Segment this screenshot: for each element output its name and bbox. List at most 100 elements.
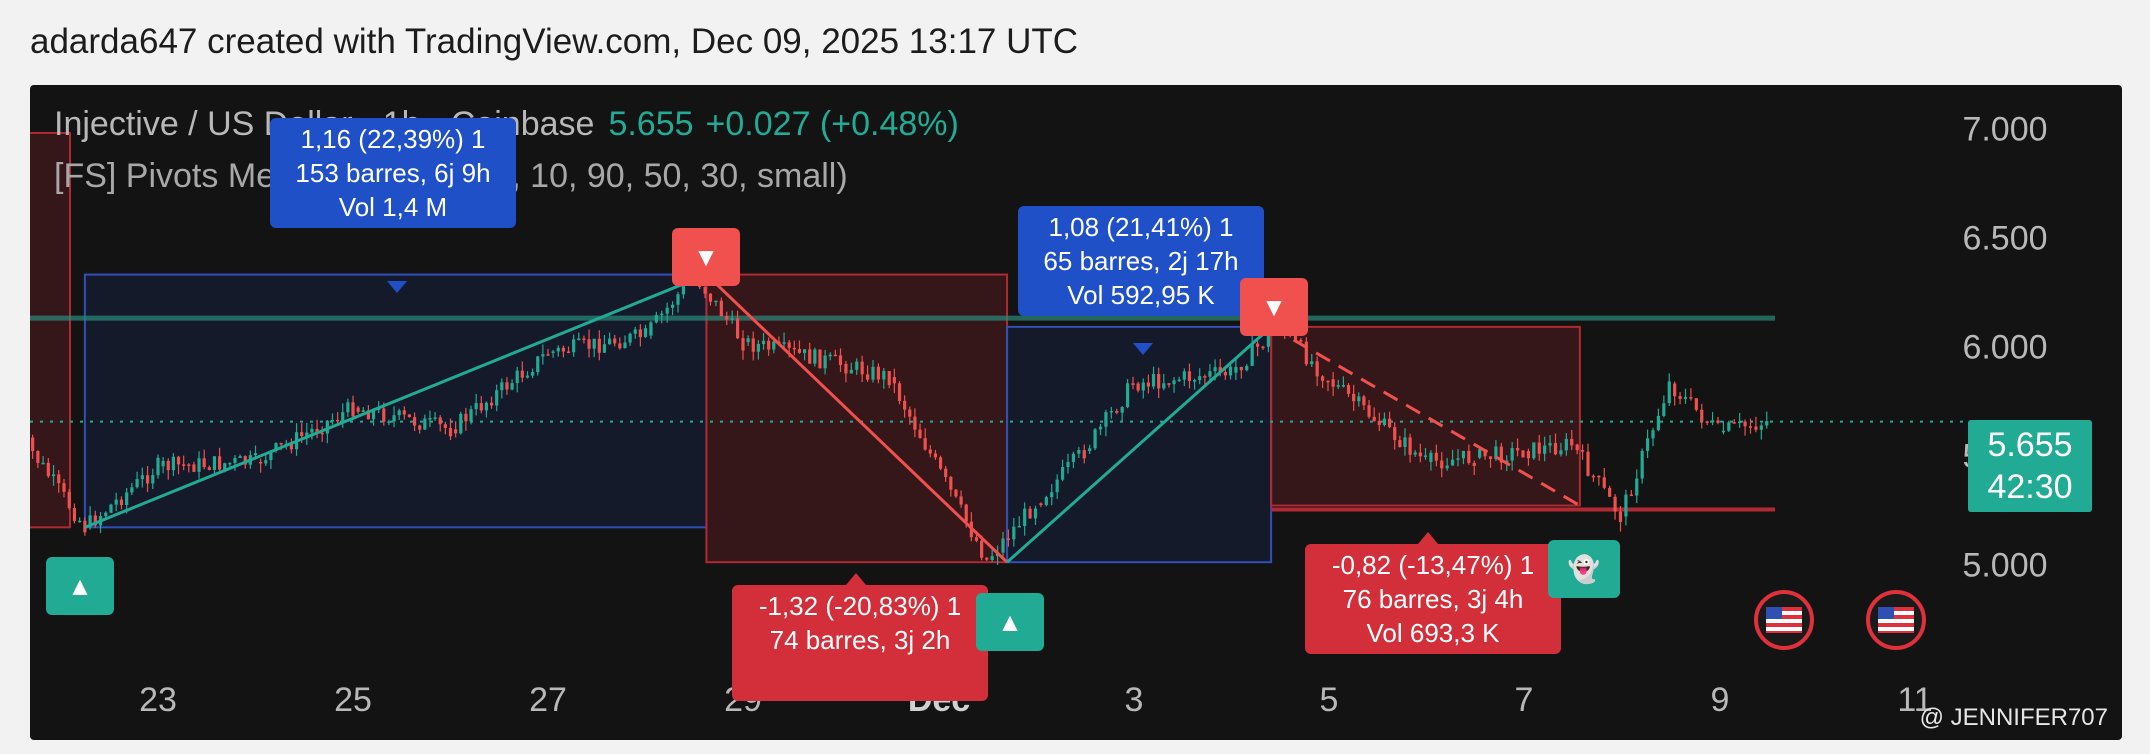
pivot-high-marker[interactable]: ▼ (1240, 278, 1308, 336)
candle-body (264, 460, 268, 464)
candle-body (125, 492, 129, 506)
candle-body (1208, 371, 1212, 377)
price-chart[interactable]: 5.0005.5006.0006.5007.00023252729Dec3579… (30, 85, 2122, 740)
candle-body (1250, 343, 1254, 366)
measure-line: 65 barres, 2j 17h (1043, 246, 1239, 276)
pivot-low-marker[interactable]: ▲ (976, 593, 1044, 651)
candle-body (88, 515, 92, 528)
flag-stripe (1878, 619, 1914, 623)
x-tick-label: 9 (1711, 681, 1730, 719)
candle-body (305, 432, 309, 437)
candle-body (1293, 333, 1298, 340)
candle-body (300, 432, 304, 437)
measure-label-up-1: 1,16 (22,39%) 1 153 barres, 6j 9h Vol 1,… (270, 118, 516, 228)
candle-body (923, 438, 927, 450)
candle-body (792, 347, 796, 350)
candle-body (1362, 396, 1366, 406)
candle-body (161, 460, 165, 467)
candle-body (78, 520, 82, 523)
candle-body (623, 342, 627, 349)
candle-body (1223, 372, 1227, 376)
candle-body (1738, 421, 1742, 423)
candle-body (1115, 410, 1119, 413)
candle-body (1228, 366, 1233, 376)
candle-body (454, 429, 458, 434)
candle-body (217, 456, 222, 470)
candle-body (985, 557, 989, 560)
candle-body (918, 429, 922, 439)
candle-body (1398, 440, 1402, 447)
candle-body (525, 375, 530, 378)
candle-body (510, 383, 514, 390)
candle-body (944, 468, 948, 477)
candle-body (938, 457, 943, 469)
candle-body (438, 417, 442, 425)
candle-body (1521, 450, 1525, 458)
measure-line: 74 barres, 3j 2h (769, 625, 951, 655)
candle-body (725, 316, 729, 320)
candle-body (423, 418, 427, 430)
candle-body (1023, 508, 1027, 526)
candle-body (1082, 450, 1086, 459)
candle-body (949, 476, 953, 490)
candle-body (1765, 421, 1769, 426)
candle-body (1456, 458, 1460, 460)
candle-body (1098, 426, 1103, 430)
candle-body (1694, 398, 1698, 410)
candle-body (315, 428, 319, 433)
y-tick-label: 6.500 (1962, 220, 2047, 258)
chart-panel[interactable]: 5.0005.5006.0006.5007.00023252729Dec3579… (30, 85, 2122, 740)
candle-body (1564, 438, 1568, 451)
candle-body (1640, 450, 1644, 479)
candle-body (1532, 442, 1536, 459)
candle-body (1017, 525, 1021, 528)
candle-body (253, 453, 258, 456)
candle-body (913, 416, 917, 430)
label-pointer (387, 281, 407, 293)
candle-body (751, 338, 755, 352)
candle-body (959, 496, 963, 505)
candle-body (382, 408, 386, 422)
candle-body (1748, 426, 1753, 428)
candle-body (1088, 448, 1092, 452)
candle-body (464, 413, 468, 422)
candle-body (520, 370, 524, 378)
candle-body (46, 462, 50, 477)
candle-body (761, 340, 766, 345)
candle-body (582, 338, 586, 341)
candle-body (279, 442, 283, 445)
candle-body (1710, 420, 1715, 423)
candle-body (41, 462, 45, 465)
candle-body (876, 366, 881, 380)
candle-body (412, 417, 417, 426)
candle-body (551, 351, 555, 354)
candle-body (233, 458, 237, 463)
candle-body (1299, 339, 1303, 342)
candle-body (1336, 385, 1340, 387)
candle-body (844, 363, 848, 374)
candle-body (1093, 429, 1097, 449)
ghost-marker[interactable]: 👻 (1548, 540, 1620, 598)
candle-body (259, 461, 263, 464)
candle-body (897, 383, 902, 401)
pivot-high-marker[interactable]: ▼ (672, 228, 740, 286)
candle-body (670, 304, 675, 308)
candle-body (1044, 497, 1048, 506)
candle-body (1203, 376, 1207, 378)
candle-body (433, 417, 437, 419)
candle-body (1705, 421, 1709, 423)
candle-body (500, 382, 504, 391)
candle-body (1006, 538, 1011, 541)
candle-body (182, 464, 186, 466)
candle-body (577, 338, 581, 341)
current-price-tag: 5.655 42:30 (1968, 420, 2092, 512)
measure-line: 153 barres, 6j 9h (295, 158, 491, 188)
pivot-low-marker[interactable]: ▲ (46, 557, 114, 615)
candle-body (212, 456, 217, 470)
candle-body (1743, 421, 1747, 427)
candle-body (1662, 403, 1666, 416)
candle-body (341, 412, 345, 421)
candle-body (207, 467, 211, 470)
candle-body (607, 338, 612, 345)
measure-label-up-2: 1,08 (21,41%) 1 65 barres, 2j 17h Vol 59… (1018, 206, 1264, 316)
